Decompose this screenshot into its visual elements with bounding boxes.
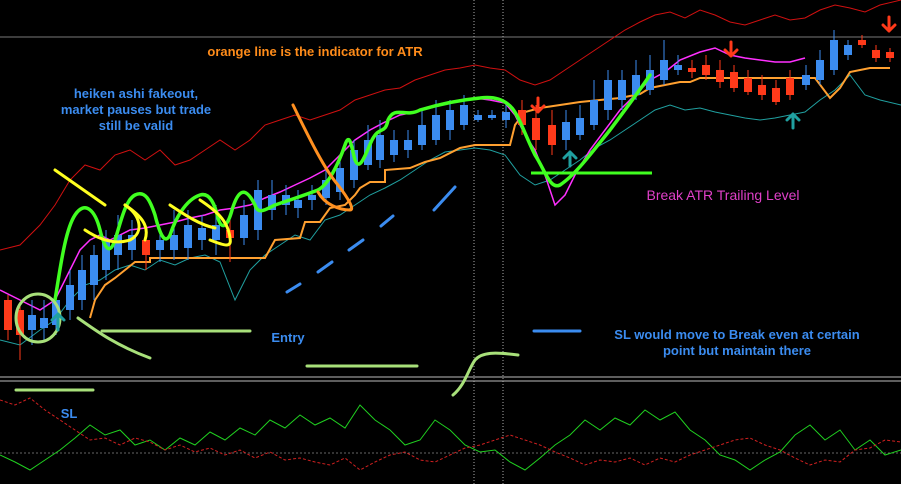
candle-body (716, 70, 724, 82)
signal-arrows (50, 15, 897, 332)
candle-body (4, 300, 12, 330)
candle-body (886, 52, 894, 58)
oscillator-green-line (0, 404, 901, 471)
candle-body (418, 125, 426, 145)
candle-body (872, 50, 880, 58)
candle-body (474, 115, 482, 120)
orange-line-note: orange line is the indicator for ATR (207, 44, 423, 59)
buy-arrow (785, 112, 801, 130)
candle-body (518, 110, 526, 125)
candle-body (618, 80, 626, 100)
candle-body (646, 70, 654, 90)
candle-body (844, 45, 852, 55)
candle-body (198, 228, 206, 240)
candle-body (858, 40, 866, 45)
candle-body (336, 168, 344, 192)
candle-body (660, 60, 668, 80)
candle-body (688, 68, 696, 72)
candle-body (576, 118, 584, 135)
light-green-markings (14, 292, 520, 397)
candle-body (674, 65, 682, 70)
candle-body (78, 270, 86, 300)
candle-body (128, 235, 136, 250)
oscillator-red-line (0, 397, 901, 471)
candle-body (562, 122, 570, 140)
candle-body (590, 100, 598, 125)
sell-arrow (530, 96, 546, 114)
hand-drawn-price-path (53, 73, 652, 302)
sell-arrow (723, 40, 739, 58)
orange-scribble (291, 103, 354, 212)
candle-body (376, 135, 384, 160)
buy-arrow (562, 150, 578, 168)
candle-body (816, 60, 824, 80)
candle-body (142, 240, 150, 255)
candle-body (184, 225, 192, 248)
candle-body (730, 72, 738, 88)
envelope-upper-line (0, 0, 901, 251)
candle-body (102, 240, 110, 270)
candle-body (744, 78, 752, 92)
candle-body (604, 80, 612, 110)
candle-body (294, 200, 302, 208)
sl-break-even-note: SL would move to Break even at certain p… (614, 327, 860, 358)
break-atr-note: Break ATR Trailing Level (646, 187, 800, 203)
sell-arrow (881, 15, 897, 33)
candle-body (240, 215, 248, 238)
candle-body (532, 118, 540, 140)
heiken-ashi-note: heiken ashi fakeout, market pauses but t… (60, 86, 212, 133)
candle-body (702, 65, 710, 75)
candle-body (40, 318, 48, 328)
candle-body (404, 140, 412, 150)
candle-body (212, 225, 220, 240)
entry-label: Entry (271, 330, 305, 345)
candle-body (830, 40, 838, 70)
candle-body (52, 300, 60, 325)
candle-body (502, 112, 510, 120)
candle-body (786, 78, 794, 95)
buy-arrow (50, 312, 66, 332)
candle-body (758, 85, 766, 95)
candle-body (16, 310, 24, 335)
candle-body (488, 115, 496, 118)
candle-body (390, 140, 398, 155)
candle-body (632, 75, 640, 95)
candle-body (156, 240, 164, 250)
candle-body (114, 235, 122, 255)
candle-body (308, 195, 316, 200)
candle-body (802, 75, 810, 85)
blue-dashed-projection (285, 185, 582, 333)
candle-body (350, 150, 358, 180)
candle-body (170, 235, 178, 250)
candle-body (548, 125, 556, 145)
candle-body (28, 315, 36, 330)
candle-body (460, 105, 468, 125)
candle-body (432, 115, 440, 140)
sl-label: SL (60, 406, 78, 421)
candle-body (268, 195, 276, 210)
candle-body (90, 255, 98, 285)
candle-body (66, 285, 74, 310)
candle-body (446, 110, 454, 130)
candle-body (772, 88, 780, 102)
yellow-scribbles (53, 168, 232, 247)
candle-body (322, 180, 330, 198)
